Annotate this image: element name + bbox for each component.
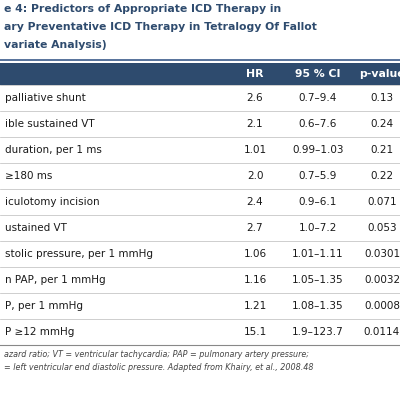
Text: 95 % CI: 95 % CI (295, 69, 341, 79)
Text: 1.08–1.35: 1.08–1.35 (292, 301, 344, 311)
Text: 0.22: 0.22 (370, 171, 394, 181)
Text: 0.0032: 0.0032 (364, 275, 400, 285)
Text: palliative shunt: palliative shunt (5, 93, 86, 103)
Text: 2.7: 2.7 (247, 223, 263, 233)
Text: 1.06: 1.06 (244, 249, 266, 259)
Text: duration, per 1 ms: duration, per 1 ms (5, 145, 102, 155)
Text: 0.0008: 0.0008 (364, 301, 400, 311)
Text: p-value: p-value (359, 69, 400, 79)
Text: P, per 1 mmHg: P, per 1 mmHg (5, 301, 83, 311)
Text: 0.13: 0.13 (370, 93, 394, 103)
Text: 1.16: 1.16 (243, 275, 267, 285)
Text: 0.21: 0.21 (370, 145, 394, 155)
Text: 0.6–7.6: 0.6–7.6 (299, 119, 337, 129)
Text: variate Analysis): variate Analysis) (4, 40, 107, 50)
Text: 1.01–1.11: 1.01–1.11 (292, 249, 344, 259)
Text: ary Preventative ICD Therapy in Tetralogy Of Fallot: ary Preventative ICD Therapy in Tetralog… (4, 22, 317, 32)
Text: 0.9–6.1: 0.9–6.1 (299, 197, 337, 207)
Text: 2.6: 2.6 (247, 93, 263, 103)
Text: 0.071: 0.071 (367, 197, 397, 207)
Text: 0.99–1.03: 0.99–1.03 (292, 145, 344, 155)
Text: 0.0114: 0.0114 (364, 327, 400, 337)
Text: 2.0: 2.0 (247, 171, 263, 181)
Text: P ≥12 mmHg: P ≥12 mmHg (5, 327, 74, 337)
Text: azard ratio; VT = ventricular tachycardia; PAP = pulmonary artery pressure;: azard ratio; VT = ventricular tachycardi… (4, 350, 309, 359)
Text: 0.053: 0.053 (367, 223, 397, 233)
Text: 1.05–1.35: 1.05–1.35 (292, 275, 344, 285)
Bar (0, 63, 400, 85)
Text: 0.0301: 0.0301 (364, 249, 400, 259)
Text: 15.1: 15.1 (243, 327, 267, 337)
Text: 0.7–5.9: 0.7–5.9 (299, 171, 337, 181)
Text: 1.01: 1.01 (244, 145, 266, 155)
Text: iculotomy incision: iculotomy incision (5, 197, 100, 207)
Text: HR: HR (246, 69, 264, 79)
Text: 2.1: 2.1 (247, 119, 263, 129)
Text: 1.9–123.7: 1.9–123.7 (292, 327, 344, 337)
Text: = left ventricular end diastolic pressure. Adapted from Khairy, et al., 2008.48: = left ventricular end diastolic pressur… (4, 363, 314, 372)
Text: 2.4: 2.4 (247, 197, 263, 207)
Text: ible sustained VT: ible sustained VT (5, 119, 95, 129)
Text: 1.21: 1.21 (243, 301, 267, 311)
Text: ≥180 ms: ≥180 ms (5, 171, 52, 181)
Text: 0.24: 0.24 (370, 119, 394, 129)
Text: 1.0–7.2: 1.0–7.2 (299, 223, 337, 233)
Text: ustained VT: ustained VT (5, 223, 67, 233)
Text: n PAP, per 1 mmHg: n PAP, per 1 mmHg (5, 275, 106, 285)
Text: 0.7–9.4: 0.7–9.4 (299, 93, 337, 103)
Text: stolic pressure, per 1 mmHg: stolic pressure, per 1 mmHg (5, 249, 153, 259)
Text: e 4: Predictors of Appropriate ICD Therapy in: e 4: Predictors of Appropriate ICD Thera… (4, 4, 281, 14)
